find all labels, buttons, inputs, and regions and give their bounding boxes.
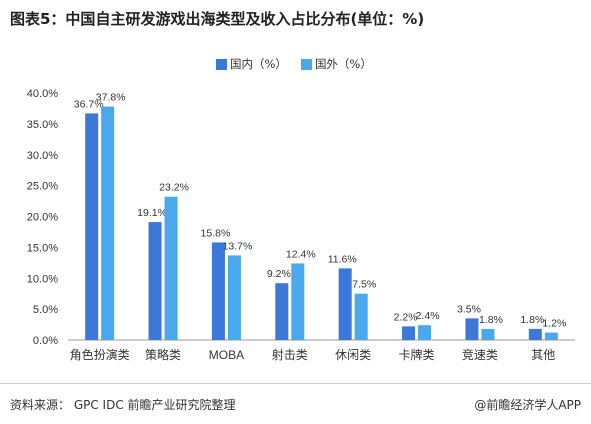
x-tick-label: 射击类 — [272, 347, 308, 362]
data-label-overseas: 23.2% — [159, 182, 189, 194]
data-label-overseas: 1.2% — [542, 318, 566, 330]
data-label-domestic: 15.8% — [201, 227, 231, 239]
footer-divider — [0, 383, 591, 384]
y-tick-label: 40.0% — [27, 88, 58, 100]
bar-domestic — [211, 242, 225, 340]
chart-legend: 国内（%） 国外（%） — [216, 56, 372, 72]
data-label-overseas: 37.8% — [96, 92, 126, 104]
data-label-overseas: 1.8% — [479, 314, 503, 326]
data-label-overseas: 2.4% — [416, 310, 440, 322]
x-tick-label: 其他 — [531, 348, 555, 362]
bar-domestic — [338, 268, 352, 340]
data-label-domestic: 3.5% — [457, 303, 481, 315]
data-label-domestic: 19.1% — [137, 207, 167, 219]
bar-overseas — [544, 332, 558, 340]
legend-item-domestic: 国内（%） — [216, 56, 287, 72]
data-label-overseas: 12.4% — [286, 248, 316, 260]
data-label-domestic: 11.6% — [328, 253, 357, 265]
legend-swatch-domestic — [216, 58, 227, 70]
bar-overseas — [291, 263, 305, 340]
x-tick-label: 卡牌类 — [399, 348, 435, 362]
y-tick-label: 5.0% — [33, 304, 58, 316]
data-label-domestic: 1.8% — [520, 314, 544, 326]
legend-label-domestic: 国内（%） — [230, 57, 287, 71]
bar-overseas — [227, 255, 241, 340]
bar-domestic — [148, 222, 162, 340]
data-label-domestic: 36.7% — [74, 98, 104, 110]
x-tick-label: 角色扮演类 — [70, 347, 130, 362]
y-tick-label: 0.0% — [33, 335, 58, 347]
bar-domestic — [85, 113, 99, 340]
legend-swatch-overseas — [300, 58, 312, 70]
x-tick-label: 策略类 — [145, 347, 181, 362]
bar-domestic — [465, 318, 479, 340]
legend-item-overseas: 国外（%） — [300, 56, 372, 72]
y-tick-label: 15.0% — [27, 242, 58, 254]
data-label-domestic: 2.2% — [394, 311, 418, 323]
data-label-overseas: 13.7% — [223, 240, 253, 252]
bar-overseas — [101, 106, 115, 341]
bar-overseas — [418, 325, 432, 340]
source-note: 资料来源： GPC IDC 前瞻产业研究院整理 — [10, 398, 236, 412]
y-tick-label: 25.0% — [27, 181, 58, 193]
x-tick-label: 休闲类 — [335, 348, 371, 362]
chart-title: 图表5：中国自主研发游戏出海类型及收入占比分布(单位：%) — [10, 10, 425, 28]
x-tick-label: 竞速类 — [462, 348, 498, 362]
bar-overseas — [164, 196, 178, 340]
data-label-overseas: 7.5% — [352, 279, 376, 291]
bar-domestic — [275, 283, 289, 340]
x-tick-label: MOBA — [209, 348, 244, 362]
y-tick-label: 10.0% — [27, 273, 58, 285]
bar-domestic — [528, 328, 542, 340]
bar-overseas — [354, 293, 368, 340]
data-label-domestic: 9.2% — [267, 268, 291, 280]
y-tick-label: 30.0% — [27, 150, 58, 162]
y-tick-label: 20.0% — [27, 212, 58, 224]
bar-domestic — [402, 326, 416, 340]
bar-overseas — [481, 328, 495, 340]
y-tick-label: 35.0% — [27, 119, 58, 131]
legend-label-overseas: 国外（%） — [314, 57, 372, 71]
brand-credit: @前瞻经济学人APP — [474, 398, 581, 412]
